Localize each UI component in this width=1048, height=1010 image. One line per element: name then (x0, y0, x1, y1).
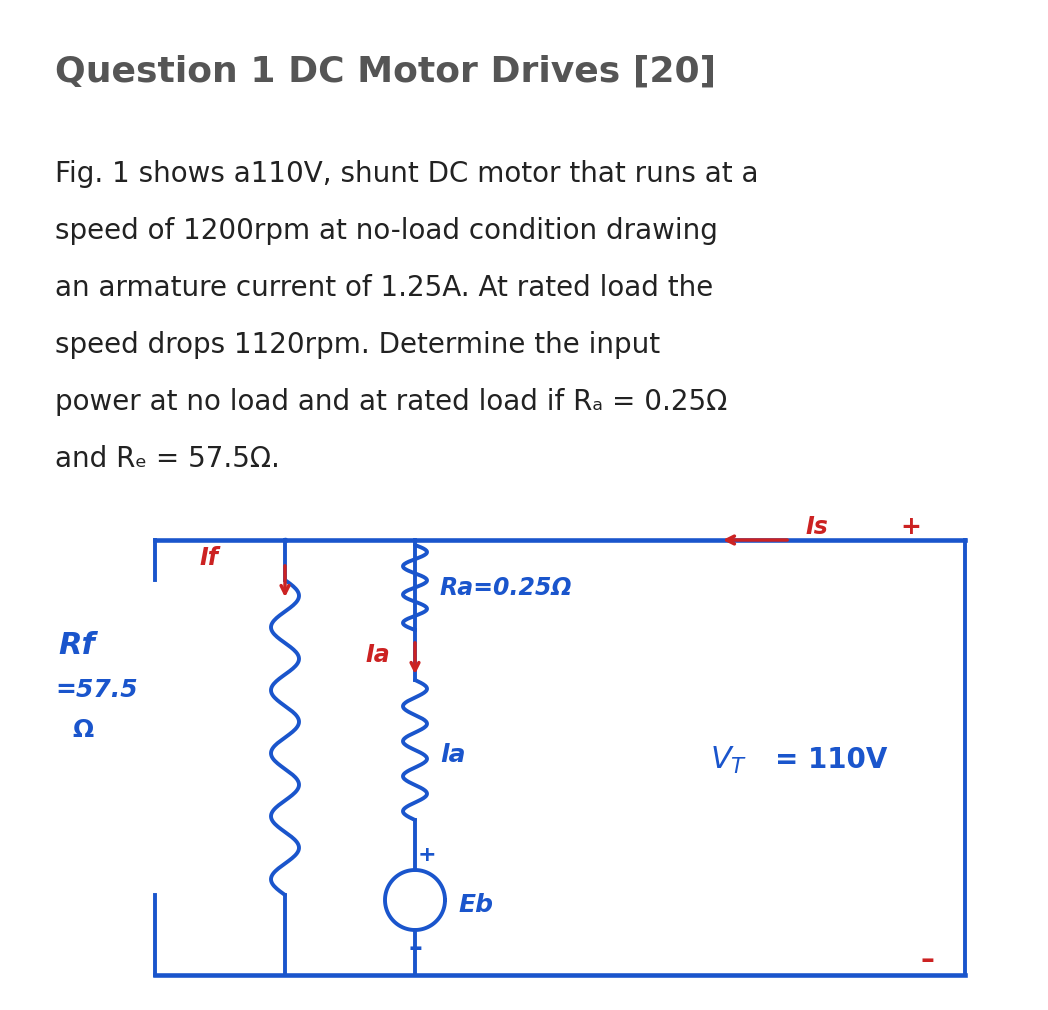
Text: –: – (408, 934, 422, 962)
Text: –: – (920, 946, 934, 974)
Text: =57.5: =57.5 (54, 678, 137, 702)
Text: speed of 1200rpm at no-load condition drawing: speed of 1200rpm at no-load condition dr… (54, 217, 718, 245)
Text: Eb: Eb (458, 893, 493, 917)
Text: Ra=0.25Ω: Ra=0.25Ω (440, 576, 572, 600)
Text: Rf: Rf (58, 630, 94, 660)
Text: power at no load and at rated load if Rₐ = 0.25Ω: power at no load and at rated load if Rₐ… (54, 388, 727, 416)
Text: la: la (440, 743, 465, 767)
Text: +: + (900, 515, 921, 539)
Text: Is: Is (805, 515, 828, 539)
Text: = 110V: = 110V (776, 746, 888, 774)
Text: $V_T$: $V_T$ (709, 744, 747, 776)
Text: Ia: Ia (365, 643, 390, 667)
Text: +: + (418, 845, 437, 865)
Text: Fig. 1 shows a110V, shunt DC motor that runs at a: Fig. 1 shows a110V, shunt DC motor that … (54, 160, 759, 188)
Text: If: If (200, 546, 219, 570)
Text: Question 1 DC Motor Drives [20]: Question 1 DC Motor Drives [20] (54, 55, 716, 89)
Text: Ω: Ω (72, 718, 93, 742)
Text: and Rₑ = 57.5Ω.: and Rₑ = 57.5Ω. (54, 445, 280, 473)
Text: speed drops 1120rpm. Determine the input: speed drops 1120rpm. Determine the input (54, 331, 660, 359)
Text: an armature current of 1.25A. At rated load the: an armature current of 1.25A. At rated l… (54, 274, 714, 302)
